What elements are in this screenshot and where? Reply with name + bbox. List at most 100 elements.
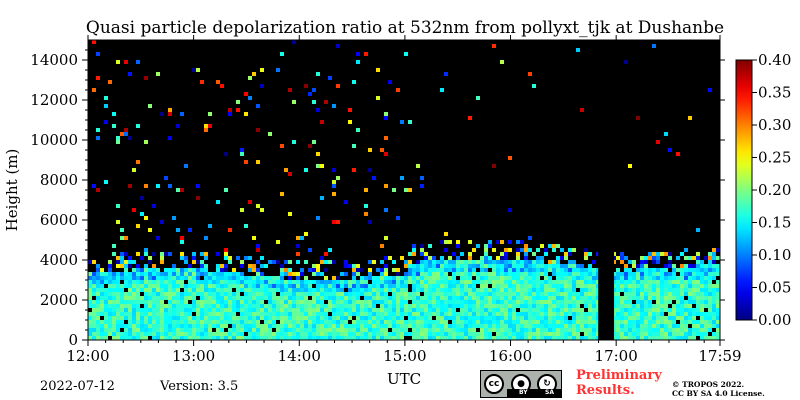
noise-speckle xyxy=(256,268,260,272)
noise-speckle xyxy=(304,84,308,88)
noise-speckle xyxy=(304,168,308,172)
aerosol-layer-cell xyxy=(460,332,464,336)
aerosol-layer-cell xyxy=(436,280,440,284)
aerosol-layer-cell xyxy=(396,308,400,312)
aerosol-layer-cell xyxy=(700,300,704,304)
aerosol-layer-cell xyxy=(684,268,688,272)
aerosol-layer-cell xyxy=(472,264,476,268)
aerosol-layer-cell xyxy=(404,320,408,324)
noise-speckle xyxy=(636,116,640,120)
aerosol-layer-cell xyxy=(448,308,452,312)
aerosol-layer-cell xyxy=(196,268,200,272)
aerosol-layer-cell xyxy=(280,316,284,320)
aerosol-layer-cell xyxy=(116,296,120,300)
aerosol-layer-cell xyxy=(352,304,356,308)
noise-speckle xyxy=(688,116,692,120)
aerosol-layer-cell xyxy=(656,320,660,324)
aerosol-layer-cell xyxy=(652,296,656,300)
aerosol-layer-cell xyxy=(416,296,420,300)
aerosol-layer-cell xyxy=(684,308,688,312)
aerosol-layer-cell xyxy=(404,292,408,296)
aerosol-layer-cell xyxy=(620,332,624,336)
aerosol-layer-cell xyxy=(156,332,160,336)
aerosol-layer-cell xyxy=(640,328,644,332)
noise-speckle xyxy=(224,252,228,256)
noise-speckle xyxy=(284,168,288,172)
aerosol-layer-cell xyxy=(572,288,576,292)
aerosol-layer-cell xyxy=(284,288,288,292)
aerosol-layer-cell xyxy=(348,324,352,328)
aerosol-layer-cell xyxy=(676,292,680,296)
aerosol-layer-cell xyxy=(400,312,404,316)
aerosol-layer-cell xyxy=(636,268,640,272)
cc-license-badge[interactable]: cc ● ↻ BY SA xyxy=(480,370,562,398)
aerosol-layer-cell xyxy=(200,308,204,312)
aerosol-layer-cell xyxy=(384,304,388,308)
noise-speckle xyxy=(324,252,328,256)
aerosol-layer-cell xyxy=(280,304,284,308)
aerosol-layer-cell xyxy=(456,332,460,336)
aerosol-layer-cell xyxy=(532,268,536,272)
aerosol-layer-cell xyxy=(328,324,332,328)
aerosol-layer-cell xyxy=(324,324,328,328)
aerosol-layer-cell xyxy=(568,328,572,332)
noise-speckle xyxy=(640,264,644,268)
aerosol-layer-cell xyxy=(108,312,112,316)
aerosol-layer-cell xyxy=(636,284,640,288)
aerosol-layer-cell xyxy=(556,332,560,336)
aerosol-layer-cell xyxy=(676,304,680,308)
aerosol-layer-cell xyxy=(576,276,580,280)
noise-speckle xyxy=(88,260,92,264)
aerosol-layer-cell xyxy=(460,276,464,280)
aerosol-layer-cell xyxy=(652,324,656,328)
aerosol-layer-cell xyxy=(356,336,360,340)
aerosol-layer-cell xyxy=(452,284,456,288)
noise-speckle xyxy=(556,244,560,248)
aerosol-layer-cell xyxy=(440,272,444,276)
aerosol-layer-cell xyxy=(336,296,340,300)
aerosol-layer-cell xyxy=(692,284,696,288)
aerosol-layer-cell xyxy=(324,296,328,300)
noise-speckle xyxy=(468,116,472,120)
aerosol-layer-cell xyxy=(264,292,268,296)
aerosol-layer-cell xyxy=(444,276,448,280)
aerosol-layer-cell xyxy=(148,296,152,300)
aerosol-layer-cell xyxy=(108,316,112,320)
aerosol-layer-cell xyxy=(512,292,516,296)
noise-speckle xyxy=(280,264,284,268)
aerosol-layer-cell xyxy=(284,304,288,308)
aerosol-layer-cell xyxy=(596,316,600,320)
aerosol-layer-cell xyxy=(440,312,444,316)
aerosol-layer-cell xyxy=(224,276,228,280)
aerosol-layer-cell xyxy=(504,308,508,312)
noise-speckle xyxy=(688,256,692,260)
aerosol-layer-cell xyxy=(204,332,208,336)
aerosol-layer-cell xyxy=(264,280,268,284)
aerosol-layer-cell xyxy=(512,280,516,284)
aerosol-layer-cell xyxy=(628,292,632,296)
aerosol-layer-cell xyxy=(540,272,544,276)
aerosol-layer-cell xyxy=(396,304,400,308)
aerosol-layer-cell xyxy=(548,268,552,272)
aerosol-layer-cell xyxy=(544,276,548,280)
aerosol-layer-cell xyxy=(496,304,500,308)
aerosol-layer-cell xyxy=(584,280,588,284)
aerosol-layer-cell xyxy=(520,336,524,340)
aerosol-layer-cell xyxy=(280,292,284,296)
aerosol-layer-cell xyxy=(452,336,456,340)
noise-speckle xyxy=(312,272,316,276)
noise-speckle xyxy=(504,248,508,252)
aerosol-layer-cell xyxy=(368,276,372,280)
aerosol-layer-cell xyxy=(288,328,292,332)
noise-speckle xyxy=(108,264,112,268)
aerosol-layer-cell xyxy=(256,296,260,300)
noise-speckle xyxy=(428,256,432,260)
aerosol-layer-cell xyxy=(192,320,196,324)
aerosol-layer-cell xyxy=(484,296,488,300)
aerosol-layer-cell xyxy=(712,316,716,320)
aerosol-layer-cell xyxy=(304,336,308,340)
aerosol-layer-cell xyxy=(280,296,284,300)
aerosol-layer-cell xyxy=(104,328,108,332)
aerosol-layer-cell xyxy=(188,280,192,284)
noise-speckle xyxy=(576,264,580,268)
